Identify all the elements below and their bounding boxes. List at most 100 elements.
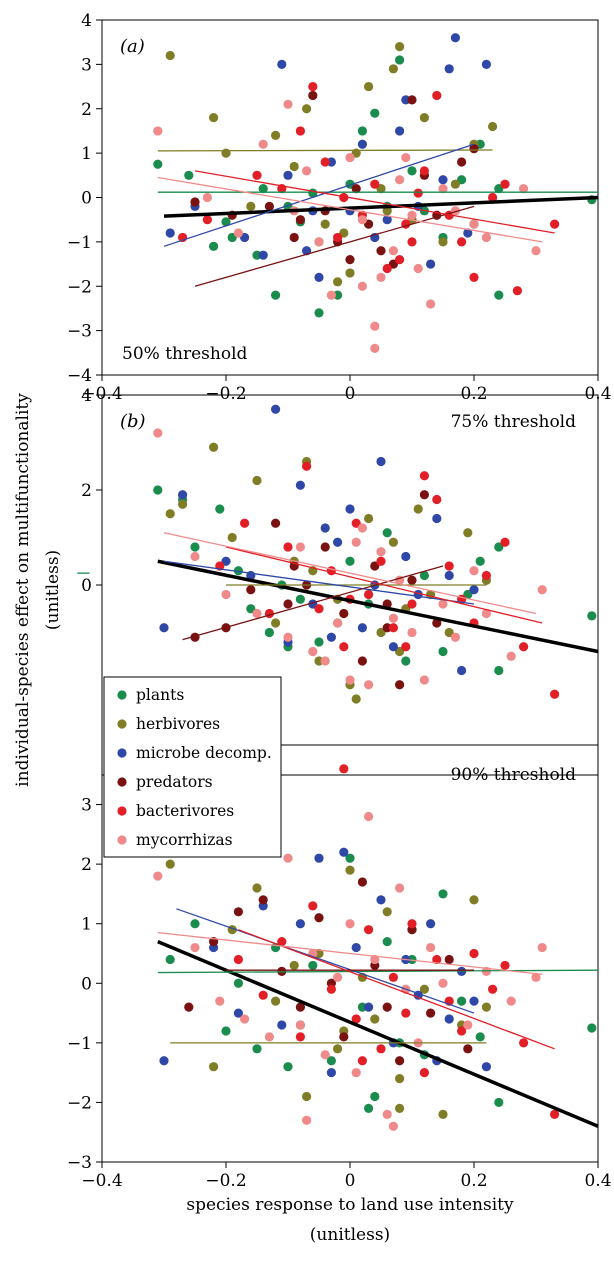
data-point-mycorrhizas bbox=[370, 343, 380, 353]
data-point-mycorrhizas bbox=[320, 656, 330, 666]
data-point-mycorrhizas bbox=[333, 618, 343, 628]
data-point-mycorrhizas bbox=[438, 978, 448, 988]
data-point-herbivores bbox=[165, 509, 175, 519]
data-point-mycorrhizas bbox=[395, 175, 405, 185]
data-point-herbivores bbox=[438, 1109, 448, 1119]
data-point-herbivores bbox=[395, 1074, 405, 1084]
data-point-plants bbox=[494, 290, 504, 300]
fit-line-overall bbox=[157, 559, 599, 654]
data-point-bacterivores bbox=[444, 561, 454, 571]
fit-lines-layer bbox=[157, 908, 599, 1128]
data-point-plants bbox=[233, 978, 243, 988]
data-point-bacterivores bbox=[488, 192, 498, 203]
data-point-mycorrhizas bbox=[407, 627, 417, 638]
data-point-plants bbox=[190, 919, 200, 929]
x-tick-label: 0.2 bbox=[460, 1171, 487, 1191]
data-point-mycorrhizas bbox=[531, 972, 541, 982]
data-point-herbivores bbox=[469, 895, 479, 905]
data-point-plants bbox=[382, 528, 392, 538]
legend-marker bbox=[117, 690, 127, 700]
data-point-plants bbox=[382, 936, 392, 947]
data-point-plants bbox=[494, 1097, 504, 1108]
data-point-herbivores bbox=[388, 537, 398, 547]
data-point-bacterivores bbox=[401, 1008, 411, 1018]
data-point-mycorrhizas bbox=[333, 972, 343, 982]
data-point-herbivores bbox=[165, 50, 175, 61]
data-point-herbivores bbox=[227, 532, 237, 543]
data-point-bacterivores bbox=[457, 237, 467, 247]
legend-marker bbox=[117, 806, 127, 816]
data-point-plants bbox=[494, 542, 504, 552]
data-point-herbivores bbox=[209, 113, 219, 123]
data-point-plants bbox=[209, 241, 219, 251]
data-point-predators bbox=[370, 561, 380, 571]
data-point-bacterivores bbox=[252, 170, 262, 180]
data-point-bacterivores bbox=[295, 126, 305, 136]
data-point-bacterivores bbox=[550, 1109, 560, 1119]
data-point-predators bbox=[308, 90, 318, 101]
data-point-plants bbox=[153, 159, 163, 169]
data-point-mycorrhizas bbox=[283, 99, 293, 109]
data-point-plants bbox=[252, 1044, 262, 1054]
fit-lines-layer bbox=[77, 532, 599, 654]
data-point-plants bbox=[258, 184, 268, 194]
data-point-plants bbox=[233, 566, 243, 576]
data-point-bacterivores bbox=[407, 919, 417, 929]
fit-line-microbe-decomp- bbox=[163, 143, 475, 247]
data-point-mycorrhizas bbox=[531, 246, 541, 256]
data-point-plants bbox=[587, 1023, 597, 1033]
data-point-bacterivores bbox=[519, 1038, 529, 1048]
data-point-mycorrhizas bbox=[506, 651, 516, 661]
data-point-herbivores bbox=[364, 513, 374, 524]
data-point-mycorrhizas bbox=[388, 1121, 398, 1131]
legend-label: plants bbox=[136, 686, 184, 704]
fit-line-bacterivores bbox=[194, 170, 555, 234]
data-point-predators bbox=[357, 877, 367, 887]
threshold-label: 75% threshold bbox=[451, 412, 577, 432]
data-point-bacterivores bbox=[419, 1068, 429, 1078]
data-point-mycorrhizas bbox=[215, 996, 225, 1006]
data-point-predators bbox=[382, 1002, 392, 1012]
y-tick-label: 2 bbox=[81, 481, 92, 501]
data-point-herbivores bbox=[419, 113, 429, 123]
data-point-bacterivores bbox=[469, 272, 479, 282]
data-point-bacterivores bbox=[401, 642, 411, 652]
data-point-predators bbox=[264, 201, 274, 211]
legend-label: microbe decomp. bbox=[136, 744, 272, 762]
data-point-herbivores bbox=[450, 179, 460, 189]
data-point-mycorrhizas bbox=[357, 215, 367, 225]
data-point-mycorrhizas bbox=[283, 853, 293, 863]
data-point-herbivores bbox=[178, 499, 188, 509]
data-point-herbivores bbox=[438, 237, 448, 247]
data-point-microbe-decomp- bbox=[339, 847, 349, 857]
legend: plants herbivores microbe decomp. predators… bbox=[103, 676, 282, 858]
legend-box bbox=[103, 676, 282, 858]
data-point-predators bbox=[339, 1032, 349, 1042]
data-point-microbe-decomp- bbox=[333, 537, 343, 547]
data-point-plants bbox=[494, 665, 504, 676]
data-point-herbivores bbox=[221, 148, 231, 158]
data-point-bacterivores bbox=[457, 1026, 467, 1036]
data-point-microbe-decomp- bbox=[221, 556, 231, 566]
data-point-mycorrhizas bbox=[357, 281, 367, 291]
data-point-plants bbox=[407, 166, 417, 176]
data-point-predators bbox=[233, 907, 243, 917]
data-point-predators bbox=[190, 197, 200, 207]
data-point-plants bbox=[221, 1026, 231, 1036]
data-point-predators bbox=[457, 157, 467, 167]
data-point-mycorrhizas bbox=[370, 321, 380, 331]
data-point-herbivores bbox=[388, 64, 398, 74]
data-point-bacterivores bbox=[419, 471, 429, 481]
data-point-mycorrhizas bbox=[252, 608, 262, 619]
data-point-mycorrhizas bbox=[388, 246, 398, 256]
x-tick-label: 0 bbox=[345, 384, 356, 404]
data-point-mycorrhizas bbox=[376, 272, 386, 282]
data-point-bacterivores bbox=[500, 537, 510, 547]
data-point-microbe-decomp- bbox=[295, 919, 305, 929]
data-point-herbivores bbox=[481, 1002, 491, 1012]
legend-marker bbox=[117, 777, 127, 787]
data-point-bacterivores bbox=[432, 494, 442, 505]
data-point-herbivores bbox=[271, 618, 281, 628]
panel-label: (a) bbox=[120, 36, 145, 57]
